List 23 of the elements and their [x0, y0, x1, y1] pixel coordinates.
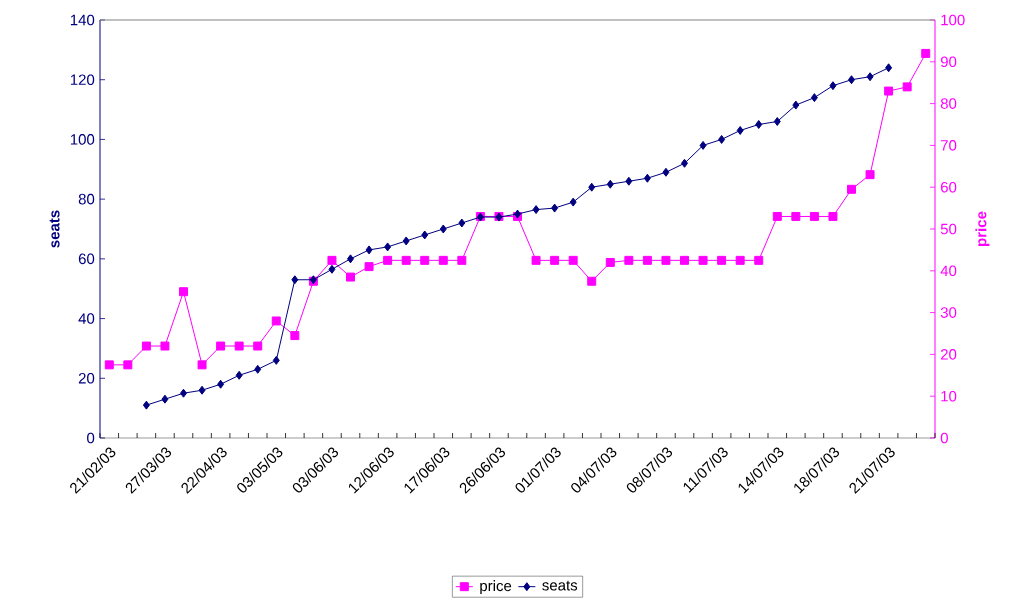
legend-label: seats — [542, 580, 578, 591]
y2-axis-title: price — [975, 211, 990, 246]
y-tick-label: 100 — [70, 134, 95, 145]
y2-tick-label: 20 — [940, 349, 957, 360]
y2-tick-label: 100 — [941, 14, 965, 26]
y2-tick-label: 0 — [940, 432, 948, 444]
y2-tick-label: 60 — [940, 181, 957, 193]
y-tick-label: 60 — [78, 253, 95, 265]
y2-tick-label: 50 — [940, 223, 957, 235]
y2-tick-label: 70 — [940, 140, 957, 151]
y2-tick-label: 30 — [940, 307, 957, 318]
y-tick-label: 120 — [70, 74, 95, 86]
y2-tick-label: 40 — [940, 265, 957, 277]
y2-tick-label: 10 — [941, 390, 957, 402]
y2-tick-label: 90 — [940, 56, 957, 68]
y-tick-label: 20 — [78, 372, 95, 384]
y-tick-label: 40 — [78, 313, 95, 324]
y-tick-label: 0 — [87, 432, 95, 444]
y2-tick-label: 80 — [940, 98, 957, 109]
y-tick-label: 80 — [78, 193, 95, 205]
y-tick-label: 140 — [70, 14, 95, 26]
y-axis-title: seats — [49, 210, 60, 248]
legend-label: price — [480, 580, 512, 595]
